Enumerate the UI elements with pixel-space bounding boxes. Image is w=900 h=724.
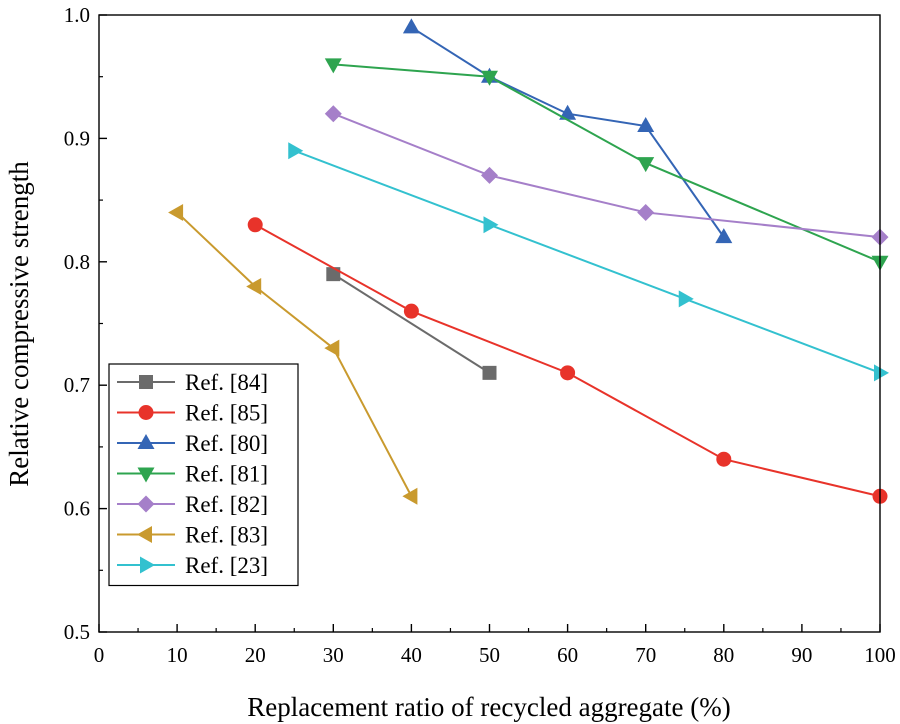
series-line	[332, 112, 881, 239]
series-7	[288, 142, 889, 382]
data-point	[481, 70, 498, 86]
legend-label: Ref. [80]	[185, 431, 268, 456]
legend-label: Ref. [84]	[185, 370, 268, 395]
legend-item: Ref. [82]	[117, 492, 268, 517]
series-5	[324, 105, 889, 246]
data-point	[324, 105, 342, 123]
legend-item: Ref. [83]	[117, 523, 268, 548]
x-tick-label: 20	[245, 643, 266, 667]
x-tick-label: 90	[791, 643, 812, 667]
data-point	[678, 290, 694, 308]
legend-marker	[140, 556, 155, 574]
legend-marker	[137, 526, 152, 543]
data-point	[324, 339, 340, 357]
data-point	[481, 166, 498, 184]
data-point	[324, 58, 342, 74]
series-line	[176, 211, 413, 497]
x-axis-title: Replacement ratio of recycled aggregate …	[247, 692, 730, 722]
data-point	[326, 267, 341, 282]
series-4	[324, 58, 889, 271]
series-line	[254, 223, 881, 498]
data-point	[560, 365, 576, 381]
legend-label: Ref. [23]	[185, 553, 268, 578]
x-tick-label: 10	[167, 643, 188, 667]
series-line	[410, 26, 725, 238]
series-3	[402, 18, 733, 244]
legend-box	[108, 363, 299, 587]
data-point	[402, 18, 420, 34]
data-point	[482, 365, 497, 380]
legend-marker	[139, 375, 153, 389]
data-point	[246, 277, 262, 295]
y-tick-label: 0.6	[64, 497, 90, 521]
data-point	[637, 157, 655, 173]
legend-label: Ref. [82]	[185, 492, 268, 517]
x-tick-label: 0	[94, 643, 105, 667]
data-point	[715, 228, 733, 244]
series-line	[293, 149, 881, 374]
legend-item: Ref. [84]	[117, 370, 268, 395]
legend-marker	[138, 405, 154, 420]
y-tick-label: 0.8	[64, 250, 90, 274]
y-tick-label: 0.9	[64, 126, 90, 150]
series-line	[333, 63, 881, 263]
data-point	[637, 203, 655, 221]
y-tick-label: 0.5	[64, 620, 90, 644]
legend-label: Ref. [81]	[185, 462, 268, 487]
x-tick-label: 100	[864, 643, 896, 667]
x-tick-label: 70	[635, 643, 656, 667]
data-point	[637, 117, 655, 133]
legend-marker	[137, 495, 155, 513]
legend-item: Ref. [23]	[117, 553, 268, 578]
x-tick-label: 30	[323, 643, 344, 667]
y-axis-title: Relative compressive strength	[4, 161, 34, 487]
x-tick-label: 40	[401, 643, 422, 667]
legend-marker	[137, 467, 155, 483]
x-tick-label: 80	[713, 643, 734, 667]
y-tick-label: 1.0	[64, 3, 90, 27]
series-1	[326, 267, 497, 380]
y-tick-label: 0.7	[64, 373, 90, 397]
x-tick-label: 50	[479, 643, 500, 667]
x-tick-label: 60	[557, 643, 578, 667]
data-point	[403, 303, 419, 319]
legend: Ref. [84] Ref. [85] Ref. [80] Ref. [81] Ref.…	[108, 363, 299, 587]
data-point	[559, 104, 577, 120]
legend-item: Ref. [80]	[117, 431, 268, 456]
series-6	[168, 203, 418, 505]
data-point	[483, 216, 499, 234]
series-group	[168, 18, 889, 505]
legend-marker	[137, 434, 155, 449]
axes: 0 10 20 30 40 50 60 70 80 90 100 0.5 0.6 0.7 0.8 0.9 1.0	[64, 3, 896, 667]
data-point	[402, 487, 418, 505]
data-point	[874, 364, 889, 382]
legend-item: Ref. [85]	[117, 401, 268, 426]
series-line	[332, 273, 491, 374]
legend-item: Ref. [81]	[117, 462, 268, 487]
data-point	[716, 451, 732, 467]
data-point	[168, 203, 184, 221]
series-2	[247, 217, 888, 504]
data-point	[288, 142, 304, 160]
legend-label: Ref. [85]	[185, 401, 268, 426]
legend-label: Ref. [83]	[185, 523, 268, 548]
data-point	[247, 217, 263, 233]
